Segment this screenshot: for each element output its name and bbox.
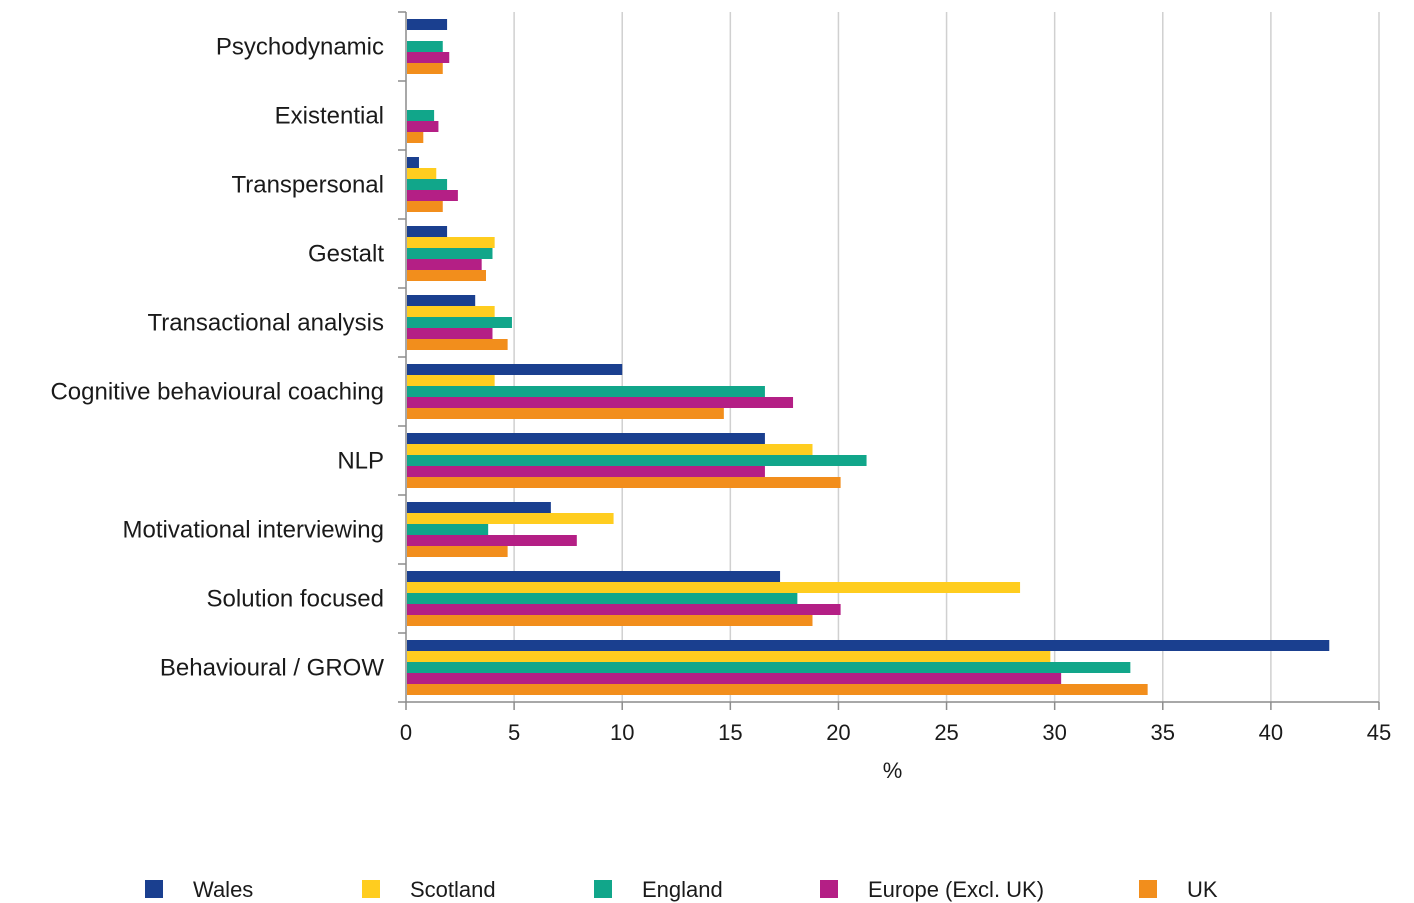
legend-label: Wales [193,877,253,902]
x-tick-label: 20 [826,720,850,745]
bar-europe-excl-uk [407,466,765,477]
x-tick-label: 25 [934,720,958,745]
bar-wales [407,640,1330,651]
bar-uk [407,339,508,350]
y-axis: Psychodynamic Existential Transpersonal Ges… [50,11,407,703]
bar-europe-excl-uk [407,259,482,270]
bar-england [407,593,798,604]
category-label: Existential [275,103,384,130]
category-label: Psychodynamic [216,34,384,61]
x-tick-label: 15 [718,720,742,745]
legend-label: Europe (Excl. UK) [868,877,1044,902]
x-tick-label: 35 [1151,720,1175,745]
legend-swatch [594,880,612,898]
x-tick-label: 5 [508,720,520,745]
x-tick-label: 45 [1367,720,1391,745]
category-label: NLP [337,448,384,475]
bar-wales [407,157,419,168]
bar-uk [407,477,841,488]
category-label: Behavioural / GROW [160,655,384,682]
gridlines [513,12,1380,702]
bar-europe-excl-uk [407,397,794,408]
bar-scotland [407,237,495,248]
bar-uk [407,270,487,281]
x-tick-label: 30 [1042,720,1066,745]
bar-uk [407,615,813,626]
x-tick-label: 0 [400,720,412,745]
bar-england [407,386,765,397]
bar-scotland [407,651,1051,662]
category-label: Transpersonal [231,172,384,199]
bar-england [407,662,1131,673]
category-label: Solution focused [207,586,384,613]
bar-europe-excl-uk [407,328,493,339]
bar-wales [407,571,781,582]
bar-uk [407,201,443,212]
category-label: Gestalt [308,241,384,268]
legend-label: UK [1187,877,1218,902]
bar-england [407,455,867,466]
bar-scotland [407,582,1021,593]
bar-europe-excl-uk [407,535,577,546]
legend-label: England [642,877,723,902]
bar-europe-excl-uk [407,121,439,132]
bar-scotland [407,375,495,386]
bar-england [407,110,435,121]
category-label: Motivational interviewing [123,517,384,544]
bar-wales [407,19,448,30]
x-axis: 0 5 10 15 20 25 30 35 40 45 [400,701,1391,745]
bar-europe-excl-uk [407,604,841,615]
x-axis-title: % [883,758,903,783]
bar-wales [407,295,476,306]
bar-england [407,179,448,190]
legend: Wales Scotland England Europe (Excl. UK) UK [145,877,1218,902]
bar-europe-excl-uk [407,673,1062,684]
bar-uk [407,132,424,143]
bar-england [407,248,493,259]
legend-swatch [145,880,163,898]
legend-label: Scotland [410,877,496,902]
x-tick-label: 40 [1259,720,1283,745]
bar-england [407,524,489,535]
legend-swatch [820,880,838,898]
bar-uk [407,63,443,74]
bar-wales [407,364,623,375]
bar-uk [407,408,724,419]
bar-uk [407,546,508,557]
bar-wales [407,226,448,237]
x-tick-label: 10 [610,720,634,745]
bar-england [407,317,512,328]
bar-uk [407,684,1148,695]
bars [407,19,1330,695]
bar-europe-excl-uk [407,52,450,63]
bar-wales [407,433,765,444]
bar-scotland [407,513,614,524]
bar-europe-excl-uk [407,190,458,201]
legend-swatch [362,880,380,898]
bar-wales [407,502,551,513]
bar-england [407,41,443,52]
bar-scotland [407,168,437,179]
bar-scotland [407,444,813,455]
bar-scotland [407,306,495,317]
legend-swatch [1139,880,1157,898]
category-label: Transactional analysis [147,310,384,337]
category-label: Cognitive behavioural coaching [50,379,384,406]
